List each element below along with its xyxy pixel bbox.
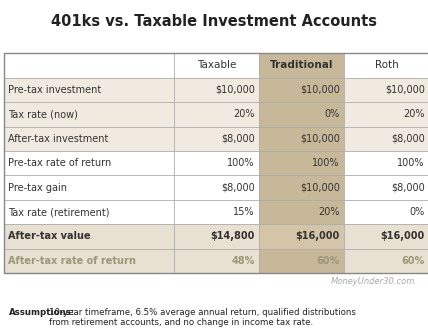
Bar xyxy=(259,53,344,78)
Text: Traditional: Traditional xyxy=(270,61,333,71)
Bar xyxy=(174,224,259,249)
Bar xyxy=(344,53,428,78)
Text: $10,000: $10,000 xyxy=(300,85,340,95)
Bar xyxy=(4,78,174,102)
Bar xyxy=(344,102,428,127)
Text: 60%: 60% xyxy=(316,256,340,266)
Bar xyxy=(174,127,259,151)
Text: 20%: 20% xyxy=(403,109,425,119)
Bar xyxy=(259,200,344,224)
Bar xyxy=(4,175,174,200)
Bar xyxy=(174,249,259,273)
Text: $10,000: $10,000 xyxy=(215,85,255,95)
Bar xyxy=(344,249,428,273)
Text: $10,000: $10,000 xyxy=(385,85,425,95)
Bar xyxy=(174,53,259,78)
Bar xyxy=(259,249,344,273)
Text: 60%: 60% xyxy=(401,256,425,266)
Text: $8,000: $8,000 xyxy=(391,134,425,144)
Bar xyxy=(4,53,174,78)
Text: 15%: 15% xyxy=(233,207,255,217)
Bar xyxy=(344,151,428,175)
Text: 0%: 0% xyxy=(324,109,340,119)
Bar xyxy=(259,78,344,102)
Bar xyxy=(344,200,428,224)
Bar xyxy=(174,78,259,102)
Text: 100%: 100% xyxy=(227,158,255,168)
Text: $8,000: $8,000 xyxy=(391,182,425,192)
Text: 100%: 100% xyxy=(397,158,425,168)
Text: 0%: 0% xyxy=(410,207,425,217)
Bar xyxy=(174,151,259,175)
Text: 48%: 48% xyxy=(232,256,255,266)
Text: Tax rate (now): Tax rate (now) xyxy=(9,109,78,119)
Text: Pre-tax rate of return: Pre-tax rate of return xyxy=(9,158,112,168)
Text: Pre-tax investment: Pre-tax investment xyxy=(9,85,102,95)
Bar xyxy=(174,200,259,224)
Text: $8,000: $8,000 xyxy=(221,134,255,144)
Bar xyxy=(259,224,344,249)
Text: 100%: 100% xyxy=(312,158,340,168)
Text: 20%: 20% xyxy=(233,109,255,119)
Text: After-tax rate of return: After-tax rate of return xyxy=(9,256,137,266)
Bar xyxy=(4,224,174,249)
Bar xyxy=(174,175,259,200)
Text: $16,000: $16,000 xyxy=(295,231,340,241)
Bar xyxy=(4,102,174,127)
Text: MoneyUnder30.com: MoneyUnder30.com xyxy=(331,277,415,286)
Bar xyxy=(174,102,259,127)
Text: $10,000: $10,000 xyxy=(300,134,340,144)
Bar xyxy=(344,78,428,102)
Text: 20%: 20% xyxy=(318,207,340,217)
Bar xyxy=(4,127,174,151)
Text: 10-year timeframe, 6.5% average annual return, qualified distributions
from reti: 10-year timeframe, 6.5% average annual r… xyxy=(49,308,356,327)
Text: $14,800: $14,800 xyxy=(211,231,255,241)
Bar xyxy=(344,127,428,151)
Text: After-tax value: After-tax value xyxy=(9,231,91,241)
Bar xyxy=(259,151,344,175)
Text: $8,000: $8,000 xyxy=(221,182,255,192)
Bar xyxy=(259,127,344,151)
Text: $10,000: $10,000 xyxy=(300,182,340,192)
Text: Tax rate (retirement): Tax rate (retirement) xyxy=(9,207,110,217)
Text: 401ks vs. Taxable Investment Accounts: 401ks vs. Taxable Investment Accounts xyxy=(51,14,377,29)
Text: After-tax investment: After-tax investment xyxy=(9,134,109,144)
Bar xyxy=(344,224,428,249)
Bar xyxy=(4,151,174,175)
Bar xyxy=(4,53,428,273)
Bar xyxy=(259,102,344,127)
Bar xyxy=(344,175,428,200)
Bar xyxy=(4,200,174,224)
Text: $16,000: $16,000 xyxy=(380,231,425,241)
Bar xyxy=(4,249,174,273)
Text: Roth: Roth xyxy=(374,61,398,71)
Text: Assumptions:: Assumptions: xyxy=(9,308,75,317)
Text: Pre-tax gain: Pre-tax gain xyxy=(9,182,68,192)
Bar xyxy=(259,175,344,200)
Text: Taxable: Taxable xyxy=(197,61,236,71)
